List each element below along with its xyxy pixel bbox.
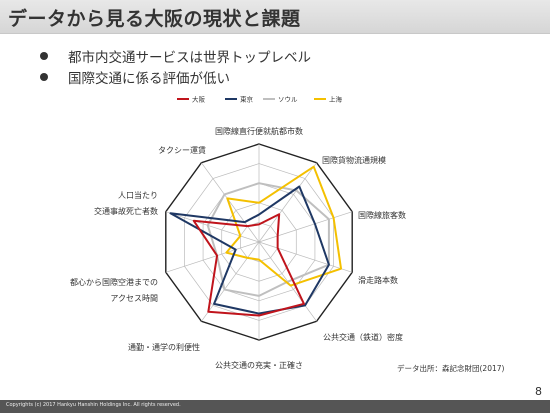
bullet-text: 国際交通に係る評価が低い xyxy=(68,70,230,87)
axis-label: 公共交通の充実・正確さ xyxy=(215,360,303,370)
legend-label: 東京 xyxy=(240,95,254,104)
title-bar: データから見る大阪の現状と課題 xyxy=(0,0,550,34)
legend-label: ソウル xyxy=(278,96,298,104)
bullet-item: 国際交通に係る評価が低い xyxy=(40,66,311,87)
axis-label: 公共交通（鉄道）密度 xyxy=(323,332,403,342)
data-source: データ出所：森記念財団(2017) xyxy=(397,364,505,373)
radar-spoke xyxy=(165,211,260,243)
axis-label: タクシー運賃 xyxy=(158,145,206,155)
legend-label: 大阪 xyxy=(192,95,206,104)
footer-bar: Copyrights (c) 2017 Hankyu Hanshin Holdi… xyxy=(0,400,550,413)
axis-label: 滑走路本数 xyxy=(358,275,398,285)
copyright-text: Copyrights (c) 2017 Hankyu Hanshin Holdi… xyxy=(6,402,181,408)
legend-label: 上海 xyxy=(329,95,343,104)
radar-spoke xyxy=(258,241,353,273)
axis-label: 都心から国際空港までのアクセス時間 xyxy=(70,277,158,303)
series-line-東京 xyxy=(169,185,330,315)
slide-title: データから見る大阪の現状と課題 xyxy=(8,8,301,30)
axis-label: 通勤・通学の利便性 xyxy=(128,342,200,352)
series-line-上海 xyxy=(225,165,343,287)
bullet-dot-icon xyxy=(40,51,48,60)
radar-spoke xyxy=(201,241,260,322)
radar-spoke xyxy=(258,162,317,243)
series-line-大阪 xyxy=(192,213,305,317)
axis-label: 国際線直行便就航都市数 xyxy=(215,126,303,136)
bullet-text: 都市内交通サービスは世界トップレベル xyxy=(68,49,311,66)
radar-spoke xyxy=(165,241,260,273)
page-number: 8 xyxy=(535,385,542,398)
radar-spoke xyxy=(258,211,353,243)
axis-label: 人口当たり交通事故死亡者数 xyxy=(94,190,158,216)
bullet-item: 都市内交通サービスは世界トップレベル xyxy=(40,45,311,66)
series-line-ソウル xyxy=(206,182,330,297)
axis-label: 国際貨物流通規模 xyxy=(322,155,386,165)
bullet-dot-icon xyxy=(40,72,48,81)
bullet-list: 都市内交通サービスは世界トップレベル 国際交通に係る評価が低い xyxy=(40,45,311,87)
radar-spoke xyxy=(201,162,260,243)
axis-label: 国際線旅客数 xyxy=(358,210,406,220)
